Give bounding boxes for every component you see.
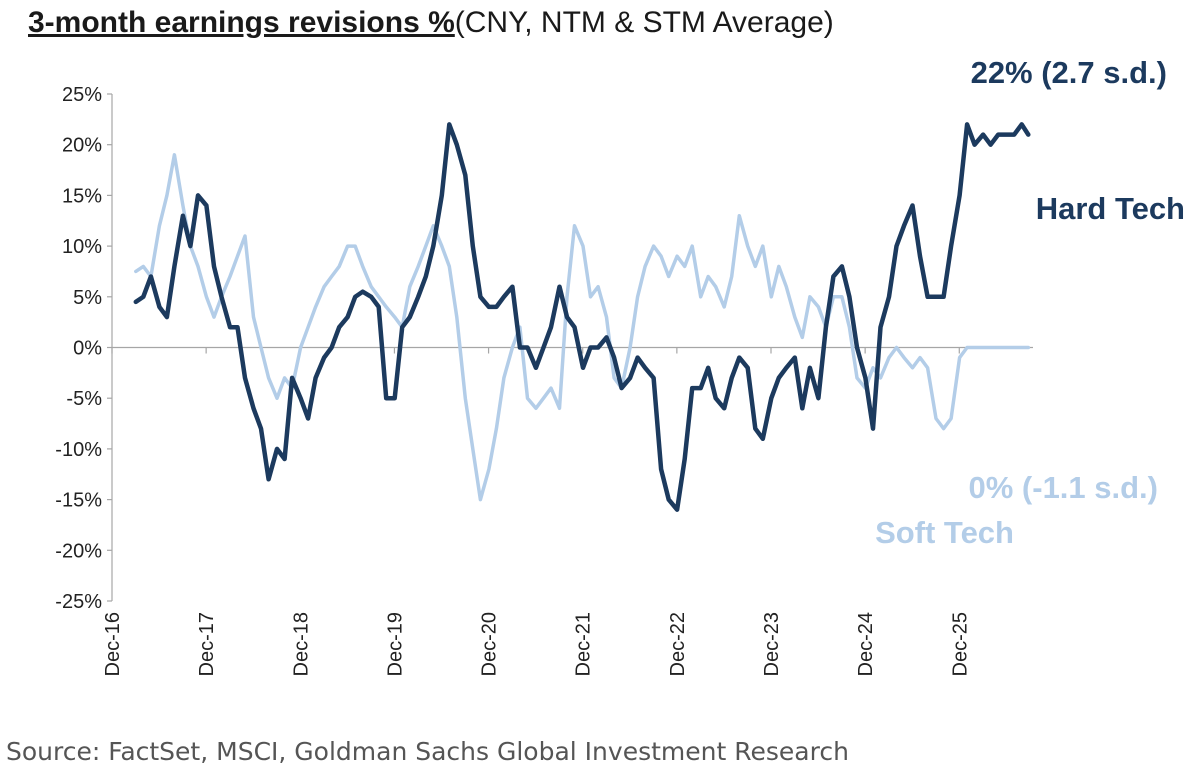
x-tick-label: Dec-21 xyxy=(573,612,595,676)
y-tick-label: 15% xyxy=(62,185,102,207)
y-tick-label: -10% xyxy=(55,439,102,461)
y-axis: 25% 20% 15% 10% 5% 0% -5% -10% -15% -20% -25% xyxy=(55,84,113,613)
x-tick-label: Dec-22 xyxy=(667,612,689,676)
source-note: Source: FactSet, MSCI, Goldman Sachs Glo… xyxy=(6,737,849,766)
y-tick-label: 25% xyxy=(62,84,102,106)
x-tick-label: Dec-19 xyxy=(384,612,406,676)
title-bold-part: 3-month earnings revisions % xyxy=(28,6,455,39)
x-tick-label: Dec-23 xyxy=(761,612,783,676)
soft-tech-series-label: Soft Tech xyxy=(875,515,1014,550)
x-axis: Dec-16 Dec-17 Dec-18 Dec-19 Dec-20 Dec-21 Dec-… xyxy=(102,346,1033,676)
y-tick-label: -25% xyxy=(55,591,102,613)
y-tick-label: 5% xyxy=(73,287,102,309)
y-tick-label: 0% xyxy=(73,338,102,360)
y-tick-label: -5% xyxy=(66,388,102,410)
y-tick-label: 20% xyxy=(62,135,102,157)
y-tick-label: -15% xyxy=(55,490,102,512)
x-tick-label: Dec-16 xyxy=(102,612,124,676)
soft-tech-value-annotation: 0% (-1.1 s.d.) xyxy=(969,470,1159,505)
line-chart: 25% 20% 15% 10% 5% 0% -5% -10% -15% -20% -25% Dec-… xyxy=(55,55,1185,676)
x-tick-label: Dec-17 xyxy=(196,612,218,676)
soft-tech-line xyxy=(134,153,1031,502)
title-rest-part: (CNY, NTM & STM Average) xyxy=(454,6,834,39)
series-layer xyxy=(133,122,1031,512)
hard-tech-series-label: Hard Tech xyxy=(1036,191,1185,226)
x-tick-label: Dec-18 xyxy=(290,612,312,676)
x-tick-label: Dec-25 xyxy=(949,612,971,676)
x-tick-label: Dec-24 xyxy=(855,612,877,676)
y-tick-label: -20% xyxy=(55,540,102,562)
hard-tech-line xyxy=(133,122,1031,512)
y-tick-label: 10% xyxy=(62,236,102,258)
x-tick-label: Dec-20 xyxy=(479,612,501,676)
hard-tech-value-annotation: 22% (2.7 s.d.) xyxy=(971,55,1167,90)
chart-title: 3-month earnings revisions %(CNY, NTM & … xyxy=(28,6,834,40)
